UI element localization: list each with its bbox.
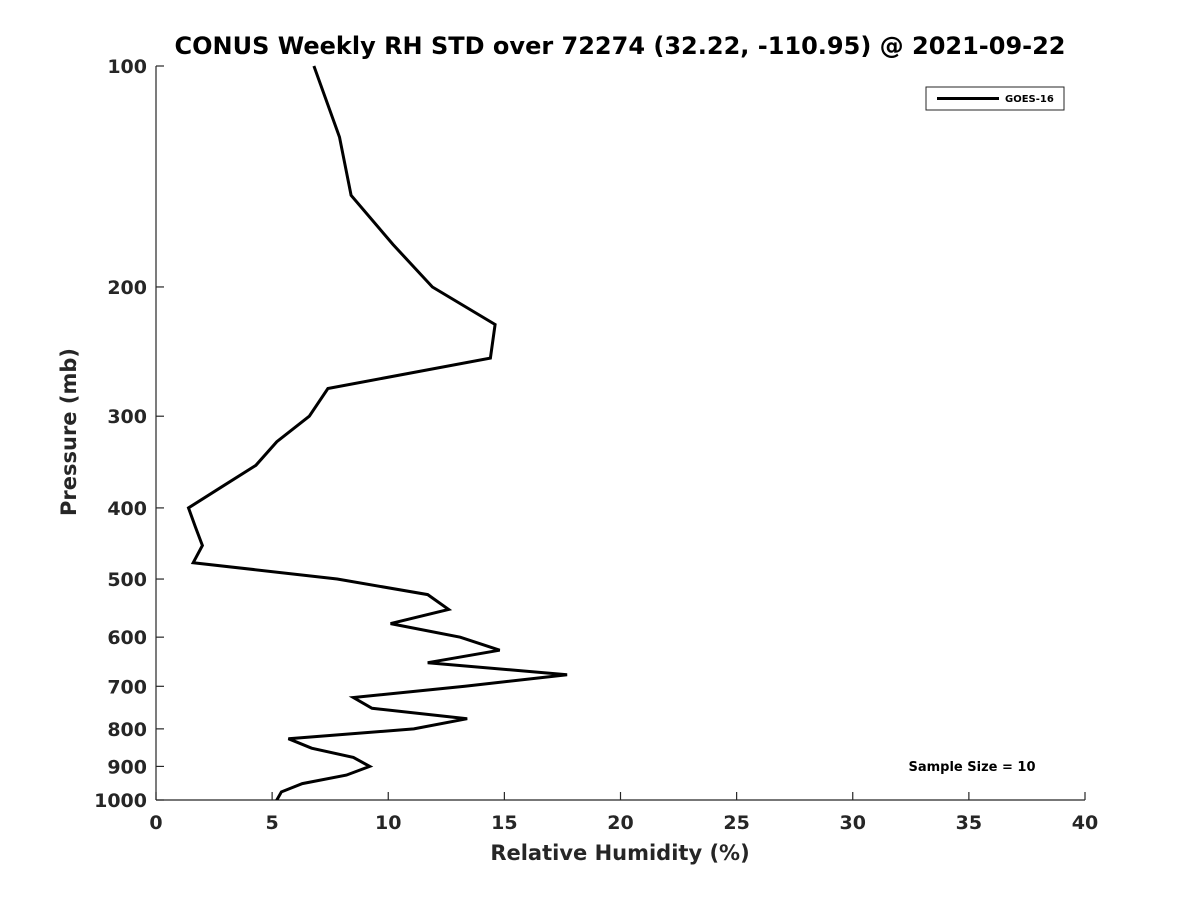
- legend-label-goes-16: GOES-16: [1005, 94, 1054, 105]
- y-ticks: 100 200 300 400 500 600 700 800 900 1000: [94, 56, 164, 812]
- y-tick-label: 800: [107, 719, 147, 741]
- y-tick-label: 200: [107, 277, 147, 299]
- x-tick-label: 5: [266, 812, 279, 834]
- sample-size-annotation: Sample Size = 10: [908, 760, 1035, 775]
- y-tick-label: 300: [107, 406, 147, 428]
- legend: GOES-16: [925, 86, 1065, 111]
- x-tick-label: 40: [1072, 812, 1098, 834]
- y-tick-label: 700: [107, 676, 147, 698]
- x-tick-label: 15: [491, 812, 517, 834]
- y-tick-label: 600: [107, 627, 147, 649]
- chart-title: CONUS Weekly RH STD over 72274 (32.22, -…: [174, 32, 1065, 60]
- x-tick-label: 35: [956, 812, 982, 834]
- series-line-goes-16: [186, 65, 568, 800]
- y-tick-label: 400: [107, 498, 147, 520]
- x-tick-label: 20: [607, 812, 633, 834]
- x-ticks: 0 5 10 15 20 25 30 35 40: [149, 792, 1098, 834]
- x-tick-label: 30: [840, 812, 866, 834]
- x-axis-label: Relative Humidity (%): [490, 841, 749, 865]
- y-tick-label: 500: [107, 569, 147, 591]
- x-tick-label: 0: [149, 812, 162, 834]
- series-layer: [186, 65, 568, 800]
- x-tick-label: 25: [723, 812, 749, 834]
- y-tick-label: 1000: [94, 790, 147, 812]
- x-tick-label: 10: [375, 812, 401, 834]
- y-axis-label: Pressure (mb): [57, 348, 81, 516]
- y-tick-label: 100: [107, 56, 147, 78]
- y-tick-label: 900: [107, 756, 147, 778]
